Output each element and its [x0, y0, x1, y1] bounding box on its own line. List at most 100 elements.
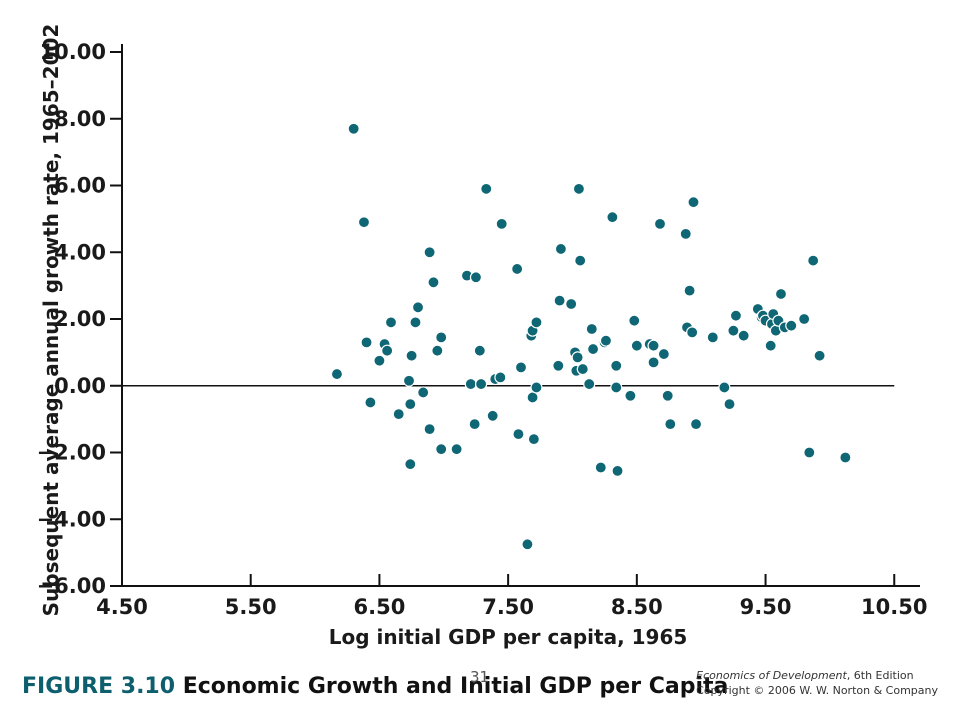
data-point: [405, 349, 418, 362]
data-point: [679, 227, 692, 240]
data-point: [727, 324, 740, 337]
x-tick-label: 10.50: [861, 595, 927, 619]
x-tick-label: 6.50: [354, 595, 406, 619]
data-point: [661, 389, 674, 402]
data-point: [404, 398, 417, 411]
y-tick-label: 10.00: [40, 40, 106, 64]
data-point: [706, 331, 719, 344]
y-axis-ticks: 10.00 8.00 6.00 4.00 2.00 0.00 −2.00 −4.00 −6.00: [37, 40, 122, 598]
data-point: [647, 339, 660, 352]
data-point: [357, 216, 371, 229]
data-point: [686, 326, 699, 339]
y-tick-label: −4.00: [37, 507, 106, 531]
data-point: [594, 461, 607, 474]
data-point: [404, 458, 417, 471]
data-point: [435, 443, 448, 456]
data-point: [521, 538, 534, 551]
data-point: [554, 242, 568, 256]
data-point: [473, 344, 486, 357]
data-point: [813, 349, 826, 362]
publisher-credit: Economics of Development, 6th Edition Co…: [696, 668, 938, 698]
x-tick-label: 4.50: [96, 595, 148, 619]
data-point: [480, 182, 493, 195]
data-point: [464, 377, 477, 391]
book-edition: , 6th Edition: [846, 669, 914, 682]
x-tick-label: 8.50: [611, 595, 663, 619]
data-point: [807, 254, 820, 267]
data-point: [687, 196, 700, 209]
data-point: [576, 362, 589, 376]
y-tick-label: 8.00: [54, 107, 106, 131]
data-point: [392, 408, 405, 421]
figure-label: FIGURE 3.10: [22, 674, 176, 699]
page-number: 31: [470, 668, 490, 686]
x-axis-ticks: 4.50 5.50 6.50 7.50 8.50 9.50 10.50: [96, 574, 927, 619]
data-point: [530, 316, 543, 329]
data-point: [785, 319, 798, 332]
y-tick-label: 6.00: [54, 174, 106, 198]
figure-caption: FIGURE 3.10 Economic Growth and Initial …: [22, 674, 728, 699]
data-point: [647, 356, 660, 369]
data-point: [657, 347, 670, 361]
data-point: [514, 361, 528, 374]
data-point: [574, 254, 587, 267]
data-point: [729, 309, 743, 322]
data-point: [624, 389, 637, 402]
data-point: [435, 331, 448, 344]
y-tick-label: 4.00: [54, 240, 106, 264]
y-axis-title: Subsequent average annual growth rate, 1…: [39, 24, 63, 617]
data-point: [553, 294, 566, 307]
data-point: [475, 377, 488, 391]
y-tick-label: −2.00: [37, 441, 106, 465]
data-point: [450, 443, 463, 456]
data-point: [381, 344, 394, 357]
data-point: [586, 342, 600, 356]
y-tick-label: 2.00: [54, 307, 106, 331]
data-point: [511, 262, 524, 276]
data-point: [526, 391, 539, 404]
data-point: [431, 344, 444, 357]
copyright-text: Copyright © 2006 W. W. Norton & Company: [696, 684, 938, 697]
data-point: [572, 182, 586, 195]
data-point: [610, 381, 623, 394]
data-point: [764, 339, 777, 352]
data-point: [360, 336, 373, 349]
data-point: [330, 367, 344, 381]
data-point: [737, 329, 750, 342]
data-point: [798, 312, 811, 326]
data-point: [606, 211, 619, 224]
data-point: [409, 316, 422, 329]
x-axis-title: Log initial GDP per capita, 1965: [329, 625, 688, 649]
data-point: [468, 418, 481, 431]
figure-title: Economic Growth and Initial GDP per Capi…: [182, 674, 729, 699]
data-point: [571, 351, 584, 364]
data-point: [530, 381, 543, 394]
book-title: Economics of Development: [696, 669, 847, 682]
data-point: [423, 423, 436, 436]
data-point: [664, 418, 677, 431]
x-tick-label: 7.50: [482, 595, 534, 619]
data-point: [364, 396, 377, 409]
data-point: [599, 334, 613, 347]
data-point: [653, 217, 667, 230]
data-point: [718, 381, 731, 394]
data-point: [565, 297, 578, 311]
data-point: [610, 359, 623, 372]
data-point: [417, 386, 430, 399]
data-point: [803, 446, 816, 459]
data-point: [839, 451, 852, 464]
y-tick-label: −6.00: [37, 574, 106, 598]
data-point: [683, 284, 696, 297]
x-tick-label: 5.50: [225, 595, 277, 619]
data-point: [774, 287, 788, 301]
data-point: [552, 359, 565, 372]
data-point: [630, 339, 643, 352]
data-point: [512, 428, 525, 441]
x-tick-label: 9.50: [740, 595, 792, 619]
data-point: [427, 276, 440, 289]
data-point: [689, 418, 703, 431]
data-point: [469, 271, 483, 284]
data-point: [486, 409, 499, 422]
data-point: [723, 398, 736, 411]
data-point: [585, 322, 598, 336]
